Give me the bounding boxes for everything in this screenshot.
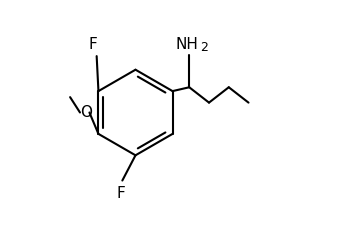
- Text: F: F: [117, 186, 126, 201]
- Text: 2: 2: [200, 41, 208, 54]
- Text: F: F: [88, 37, 97, 52]
- Text: NH: NH: [176, 37, 198, 52]
- Text: O: O: [80, 105, 92, 120]
